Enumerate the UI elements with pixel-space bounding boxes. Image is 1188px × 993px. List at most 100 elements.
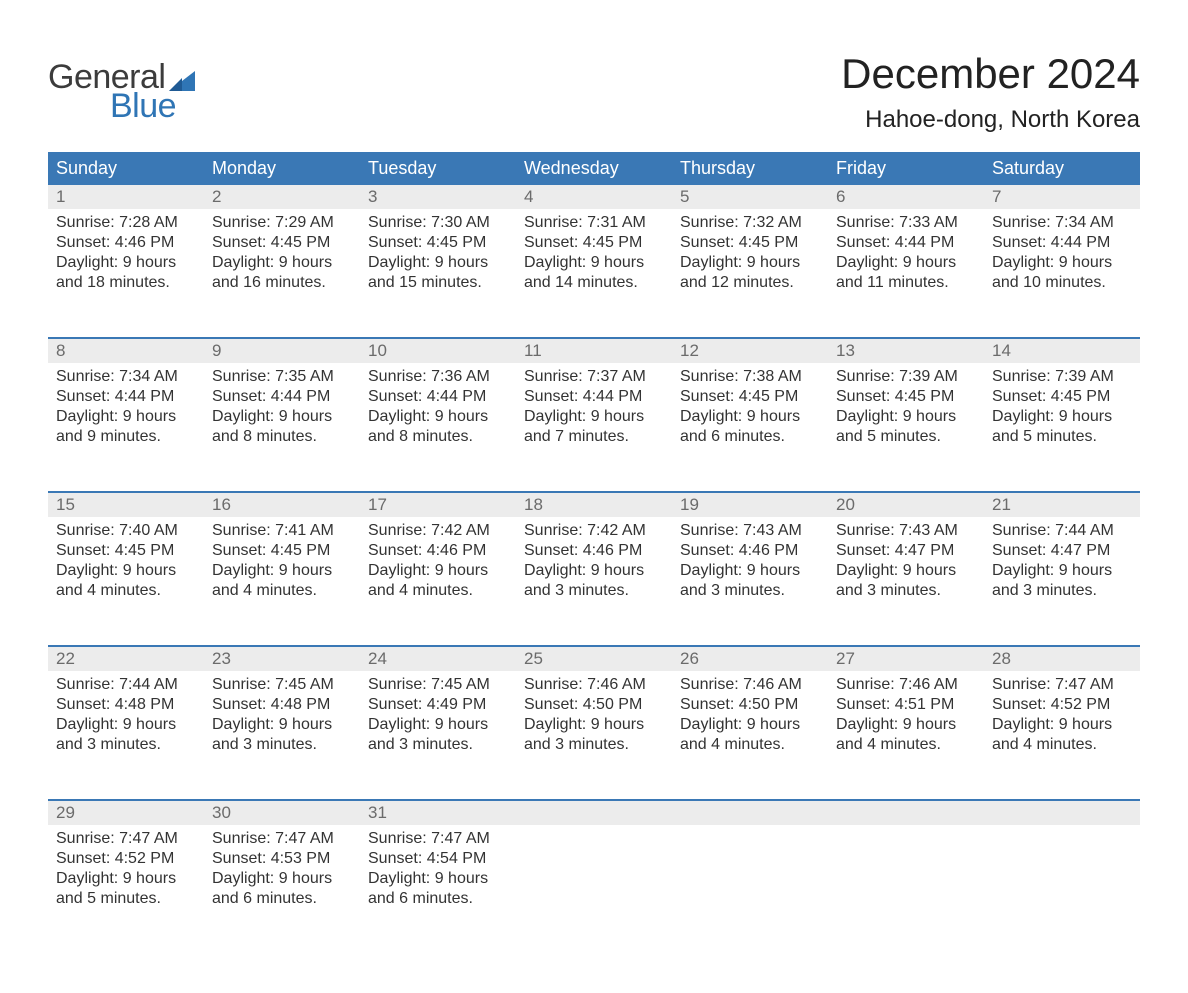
daylight-line1: Daylight: 9 hours: [992, 407, 1132, 427]
day-details: Sunrise: 7:39 AMSunset: 4:45 PMDaylight:…: [828, 363, 984, 447]
daylight-line2: and 5 minutes.: [836, 427, 976, 447]
day-details: Sunrise: 7:32 AMSunset: 4:45 PMDaylight:…: [672, 209, 828, 293]
daylight-line1: Daylight: 9 hours: [524, 253, 664, 273]
daylight-line1: Daylight: 9 hours: [992, 253, 1132, 273]
daylight-line1: Daylight: 9 hours: [368, 869, 508, 889]
day-number: 21: [984, 493, 1140, 517]
daylight-line2: and 3 minutes.: [212, 735, 352, 755]
day-number: 17: [360, 493, 516, 517]
daylight-line1: Daylight: 9 hours: [56, 715, 196, 735]
daylight-line2: and 14 minutes.: [524, 273, 664, 293]
daylight-line2: and 10 minutes.: [992, 273, 1132, 293]
calendar-cell: Sunrise: 7:30 AMSunset: 4:45 PMDaylight:…: [360, 209, 516, 337]
day-details: Sunrise: 7:46 AMSunset: 4:50 PMDaylight:…: [516, 671, 672, 755]
sunset-text: Sunset: 4:53 PM: [212, 849, 352, 869]
sunrise-text: Sunrise: 7:34 AM: [992, 213, 1132, 233]
col-thursday: Thursday: [672, 152, 828, 185]
daylight-line2: and 6 minutes.: [212, 889, 352, 909]
day-details: Sunrise: 7:42 AMSunset: 4:46 PMDaylight:…: [516, 517, 672, 601]
sunset-text: Sunset: 4:45 PM: [836, 387, 976, 407]
sunrise-text: Sunrise: 7:46 AM: [680, 675, 820, 695]
calendar-cell: Sunrise: 7:46 AMSunset: 4:51 PMDaylight:…: [828, 671, 984, 799]
daylight-line2: and 6 minutes.: [680, 427, 820, 447]
day-details: Sunrise: 7:36 AMSunset: 4:44 PMDaylight:…: [360, 363, 516, 447]
sunrise-text: Sunrise: 7:32 AM: [680, 213, 820, 233]
daylight-line1: Daylight: 9 hours: [680, 253, 820, 273]
calendar-cell: Sunrise: 7:34 AMSunset: 4:44 PMDaylight:…: [48, 363, 204, 491]
sunrise-text: Sunrise: 7:44 AM: [56, 675, 196, 695]
sunrise-text: Sunrise: 7:42 AM: [524, 521, 664, 541]
daylight-line2: and 3 minutes.: [836, 581, 976, 601]
page-title: December 2024: [841, 50, 1140, 98]
day-details: Sunrise: 7:38 AMSunset: 4:45 PMDaylight:…: [672, 363, 828, 447]
daylight-line2: and 3 minutes.: [524, 581, 664, 601]
daylight-line2: and 8 minutes.: [212, 427, 352, 447]
daylight-line2: and 3 minutes.: [524, 735, 664, 755]
sunrise-text: Sunrise: 7:40 AM: [56, 521, 196, 541]
calendar-cell: Sunrise: 7:46 AMSunset: 4:50 PMDaylight:…: [516, 671, 672, 799]
day-number: [516, 801, 672, 825]
calendar-cell: Sunrise: 7:31 AMSunset: 4:45 PMDaylight:…: [516, 209, 672, 337]
daylight-line1: Daylight: 9 hours: [212, 561, 352, 581]
calendar-cell: Sunrise: 7:36 AMSunset: 4:44 PMDaylight:…: [360, 363, 516, 491]
week-row: Sunrise: 7:28 AMSunset: 4:46 PMDaylight:…: [48, 209, 1140, 337]
sunrise-text: Sunrise: 7:33 AM: [836, 213, 976, 233]
col-monday: Monday: [204, 152, 360, 185]
daylight-line1: Daylight: 9 hours: [524, 715, 664, 735]
brand-word-blue: Blue: [110, 87, 176, 126]
day-details: Sunrise: 7:44 AMSunset: 4:48 PMDaylight:…: [48, 671, 204, 755]
day-details: Sunrise: 7:30 AMSunset: 4:45 PMDaylight:…: [360, 209, 516, 293]
day-details: Sunrise: 7:29 AMSunset: 4:45 PMDaylight:…: [204, 209, 360, 293]
sunset-text: Sunset: 4:47 PM: [992, 541, 1132, 561]
daylight-line1: Daylight: 9 hours: [836, 715, 976, 735]
sunset-text: Sunset: 4:44 PM: [56, 387, 196, 407]
sunrise-text: Sunrise: 7:37 AM: [524, 367, 664, 387]
calendar-cell: Sunrise: 7:47 AMSunset: 4:53 PMDaylight:…: [204, 825, 360, 953]
day-number: 15: [48, 493, 204, 517]
sunset-text: Sunset: 4:45 PM: [524, 233, 664, 253]
calendar-cell: Sunrise: 7:37 AMSunset: 4:44 PMDaylight:…: [516, 363, 672, 491]
sunset-text: Sunset: 4:44 PM: [524, 387, 664, 407]
daylight-line2: and 5 minutes.: [992, 427, 1132, 447]
daylight-line1: Daylight: 9 hours: [56, 561, 196, 581]
sunrise-text: Sunrise: 7:44 AM: [992, 521, 1132, 541]
day-number: 18: [516, 493, 672, 517]
daylight-line1: Daylight: 9 hours: [524, 407, 664, 427]
daylight-line1: Daylight: 9 hours: [680, 715, 820, 735]
sunset-text: Sunset: 4:54 PM: [368, 849, 508, 869]
day-details: Sunrise: 7:39 AMSunset: 4:45 PMDaylight:…: [984, 363, 1140, 447]
sunset-text: Sunset: 4:52 PM: [992, 695, 1132, 715]
calendar-cell: [984, 825, 1140, 953]
day-number: 8: [48, 339, 204, 363]
week-daynum-row: 15161718192021: [48, 491, 1140, 517]
col-saturday: Saturday: [984, 152, 1140, 185]
sunrise-text: Sunrise: 7:46 AM: [836, 675, 976, 695]
calendar-cell: Sunrise: 7:42 AMSunset: 4:46 PMDaylight:…: [516, 517, 672, 645]
sunset-text: Sunset: 4:46 PM: [524, 541, 664, 561]
sunrise-text: Sunrise: 7:29 AM: [212, 213, 352, 233]
daylight-line1: Daylight: 9 hours: [212, 253, 352, 273]
daylight-line1: Daylight: 9 hours: [680, 561, 820, 581]
daylight-line2: and 11 minutes.: [836, 273, 976, 293]
daylight-line2: and 4 minutes.: [368, 581, 508, 601]
sunrise-text: Sunrise: 7:34 AM: [56, 367, 196, 387]
day-number: 31: [360, 801, 516, 825]
daylight-line2: and 18 minutes.: [56, 273, 196, 293]
sunrise-text: Sunrise: 7:47 AM: [992, 675, 1132, 695]
sunrise-text: Sunrise: 7:39 AM: [992, 367, 1132, 387]
sunset-text: Sunset: 4:44 PM: [992, 233, 1132, 253]
sunset-text: Sunset: 4:48 PM: [56, 695, 196, 715]
sunrise-text: Sunrise: 7:47 AM: [368, 829, 508, 849]
day-number: 23: [204, 647, 360, 671]
day-details: Sunrise: 7:43 AMSunset: 4:47 PMDaylight:…: [828, 517, 984, 601]
daylight-line1: Daylight: 9 hours: [368, 253, 508, 273]
week-row: Sunrise: 7:34 AMSunset: 4:44 PMDaylight:…: [48, 363, 1140, 491]
sunset-text: Sunset: 4:50 PM: [524, 695, 664, 715]
calendar-cell: Sunrise: 7:44 AMSunset: 4:47 PMDaylight:…: [984, 517, 1140, 645]
sunrise-text: Sunrise: 7:39 AM: [836, 367, 976, 387]
daylight-line1: Daylight: 9 hours: [56, 869, 196, 889]
day-details: Sunrise: 7:44 AMSunset: 4:47 PMDaylight:…: [984, 517, 1140, 601]
day-number: 26: [672, 647, 828, 671]
day-details: Sunrise: 7:47 AMSunset: 4:53 PMDaylight:…: [204, 825, 360, 909]
daylight-line1: Daylight: 9 hours: [992, 561, 1132, 581]
